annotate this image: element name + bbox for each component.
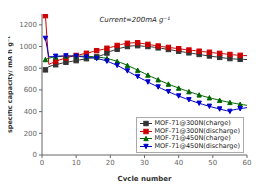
svg-text:0: 0 — [40, 159, 44, 167]
html-text:MOF-71@300N(discharge): MOF-71@300N(discharge) — [154, 126, 240, 135]
svg-text:1200: 1200 — [19, 21, 37, 29]
svg-text:40: 40 — [174, 159, 183, 167]
html-text:MOF-71@450N(discharge): MOF-71@450N(discharge) — [154, 141, 240, 150]
svg-text:specific capacity/ mA h g⁻¹: specific capacity/ mA h g⁻¹ — [8, 36, 14, 133]
svg-text:0: 0 — [33, 151, 37, 159]
svg-text:10: 10 — [72, 159, 81, 167]
html-text:MOF-71@450N(charge): MOF-71@450N(charge) — [154, 134, 231, 142]
svg-text:60: 60 — [243, 159, 252, 167]
svg-text:Cycle number: Cycle number — [118, 175, 172, 181]
svg-text:1000: 1000 — [19, 43, 37, 51]
html-text:Current=200mA g⁻¹: Current=200mA g⁻¹ — [99, 16, 170, 24]
svg-text:20: 20 — [106, 159, 115, 167]
svg-text:400: 400 — [24, 108, 37, 116]
html-text:MOF-71@300N(charge): MOF-71@300N(charge) — [154, 119, 231, 127]
svg-text:600: 600 — [24, 86, 37, 94]
svg-text:30: 30 — [140, 159, 149, 167]
svg-text:800: 800 — [24, 65, 37, 73]
svg-text:200: 200 — [24, 130, 37, 138]
svg-text:50: 50 — [208, 159, 217, 167]
